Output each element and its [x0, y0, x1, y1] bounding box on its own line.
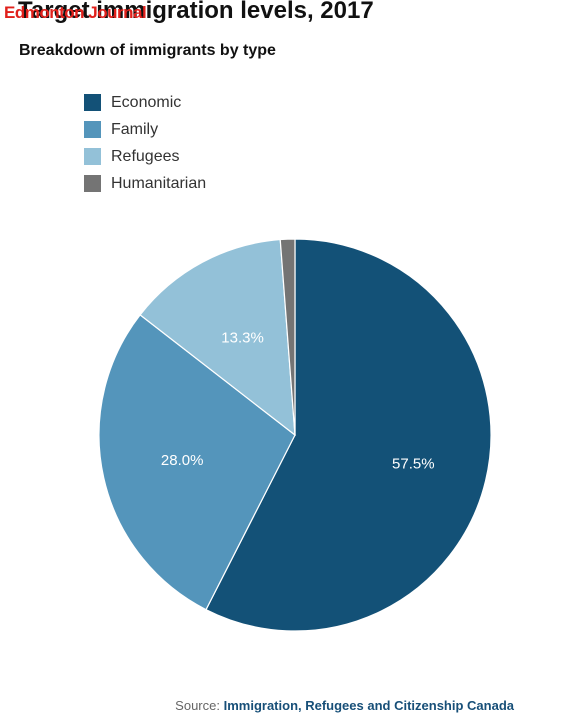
legend-swatch-humanitarian: [84, 175, 101, 192]
legend-item-humanitarian: Humanitarian: [84, 170, 206, 197]
legend: Economic Family Refugees Humanitarian: [84, 89, 206, 197]
source-prefix: Source:: [175, 698, 220, 713]
legend-swatch-economic: [84, 94, 101, 111]
legend-label-economic: Economic: [111, 93, 182, 111]
source-link[interactable]: Immigration, Refugees and Citizenship Ca…: [223, 698, 514, 713]
source-line: Source: Immigration, Refugees and Citize…: [175, 698, 514, 713]
pie-slice-labels: 57.5% 28.0% 13.3%: [161, 329, 435, 472]
legend-label-humanitarian: Humanitarian: [111, 174, 207, 192]
chart-title: Target immigration levels, 2017: [18, 0, 374, 24]
pie-label-family: 28.0%: [161, 452, 204, 469]
legend-label-refugees: Refugees: [111, 147, 180, 165]
publisher-watermark: Edmonton Journal: [4, 3, 147, 22]
chart-subtitle: Breakdown of immigrants by type: [19, 42, 276, 59]
legend-label-family: Family: [111, 120, 159, 138]
legend-item-family: Family: [84, 116, 206, 143]
pie-slices: [98, 238, 492, 632]
legend-item-economic: Economic: [84, 89, 206, 116]
pie-slice-humanitarian: [279, 238, 296, 436]
pie-chart: 57.5% 28.0% 13.3%: [98, 238, 492, 632]
pie-label-economic: 57.5%: [392, 455, 435, 472]
legend-item-refugees: Refugees: [84, 143, 206, 170]
pie-slice-family: [98, 314, 296, 611]
pie-slice-economic: [205, 238, 492, 632]
legend-swatch-family: [84, 121, 101, 138]
pie-label-refugees: 13.3%: [221, 329, 264, 346]
legend-swatch-refugees: [84, 148, 101, 165]
pie-slice-refugees: [139, 238, 296, 437]
